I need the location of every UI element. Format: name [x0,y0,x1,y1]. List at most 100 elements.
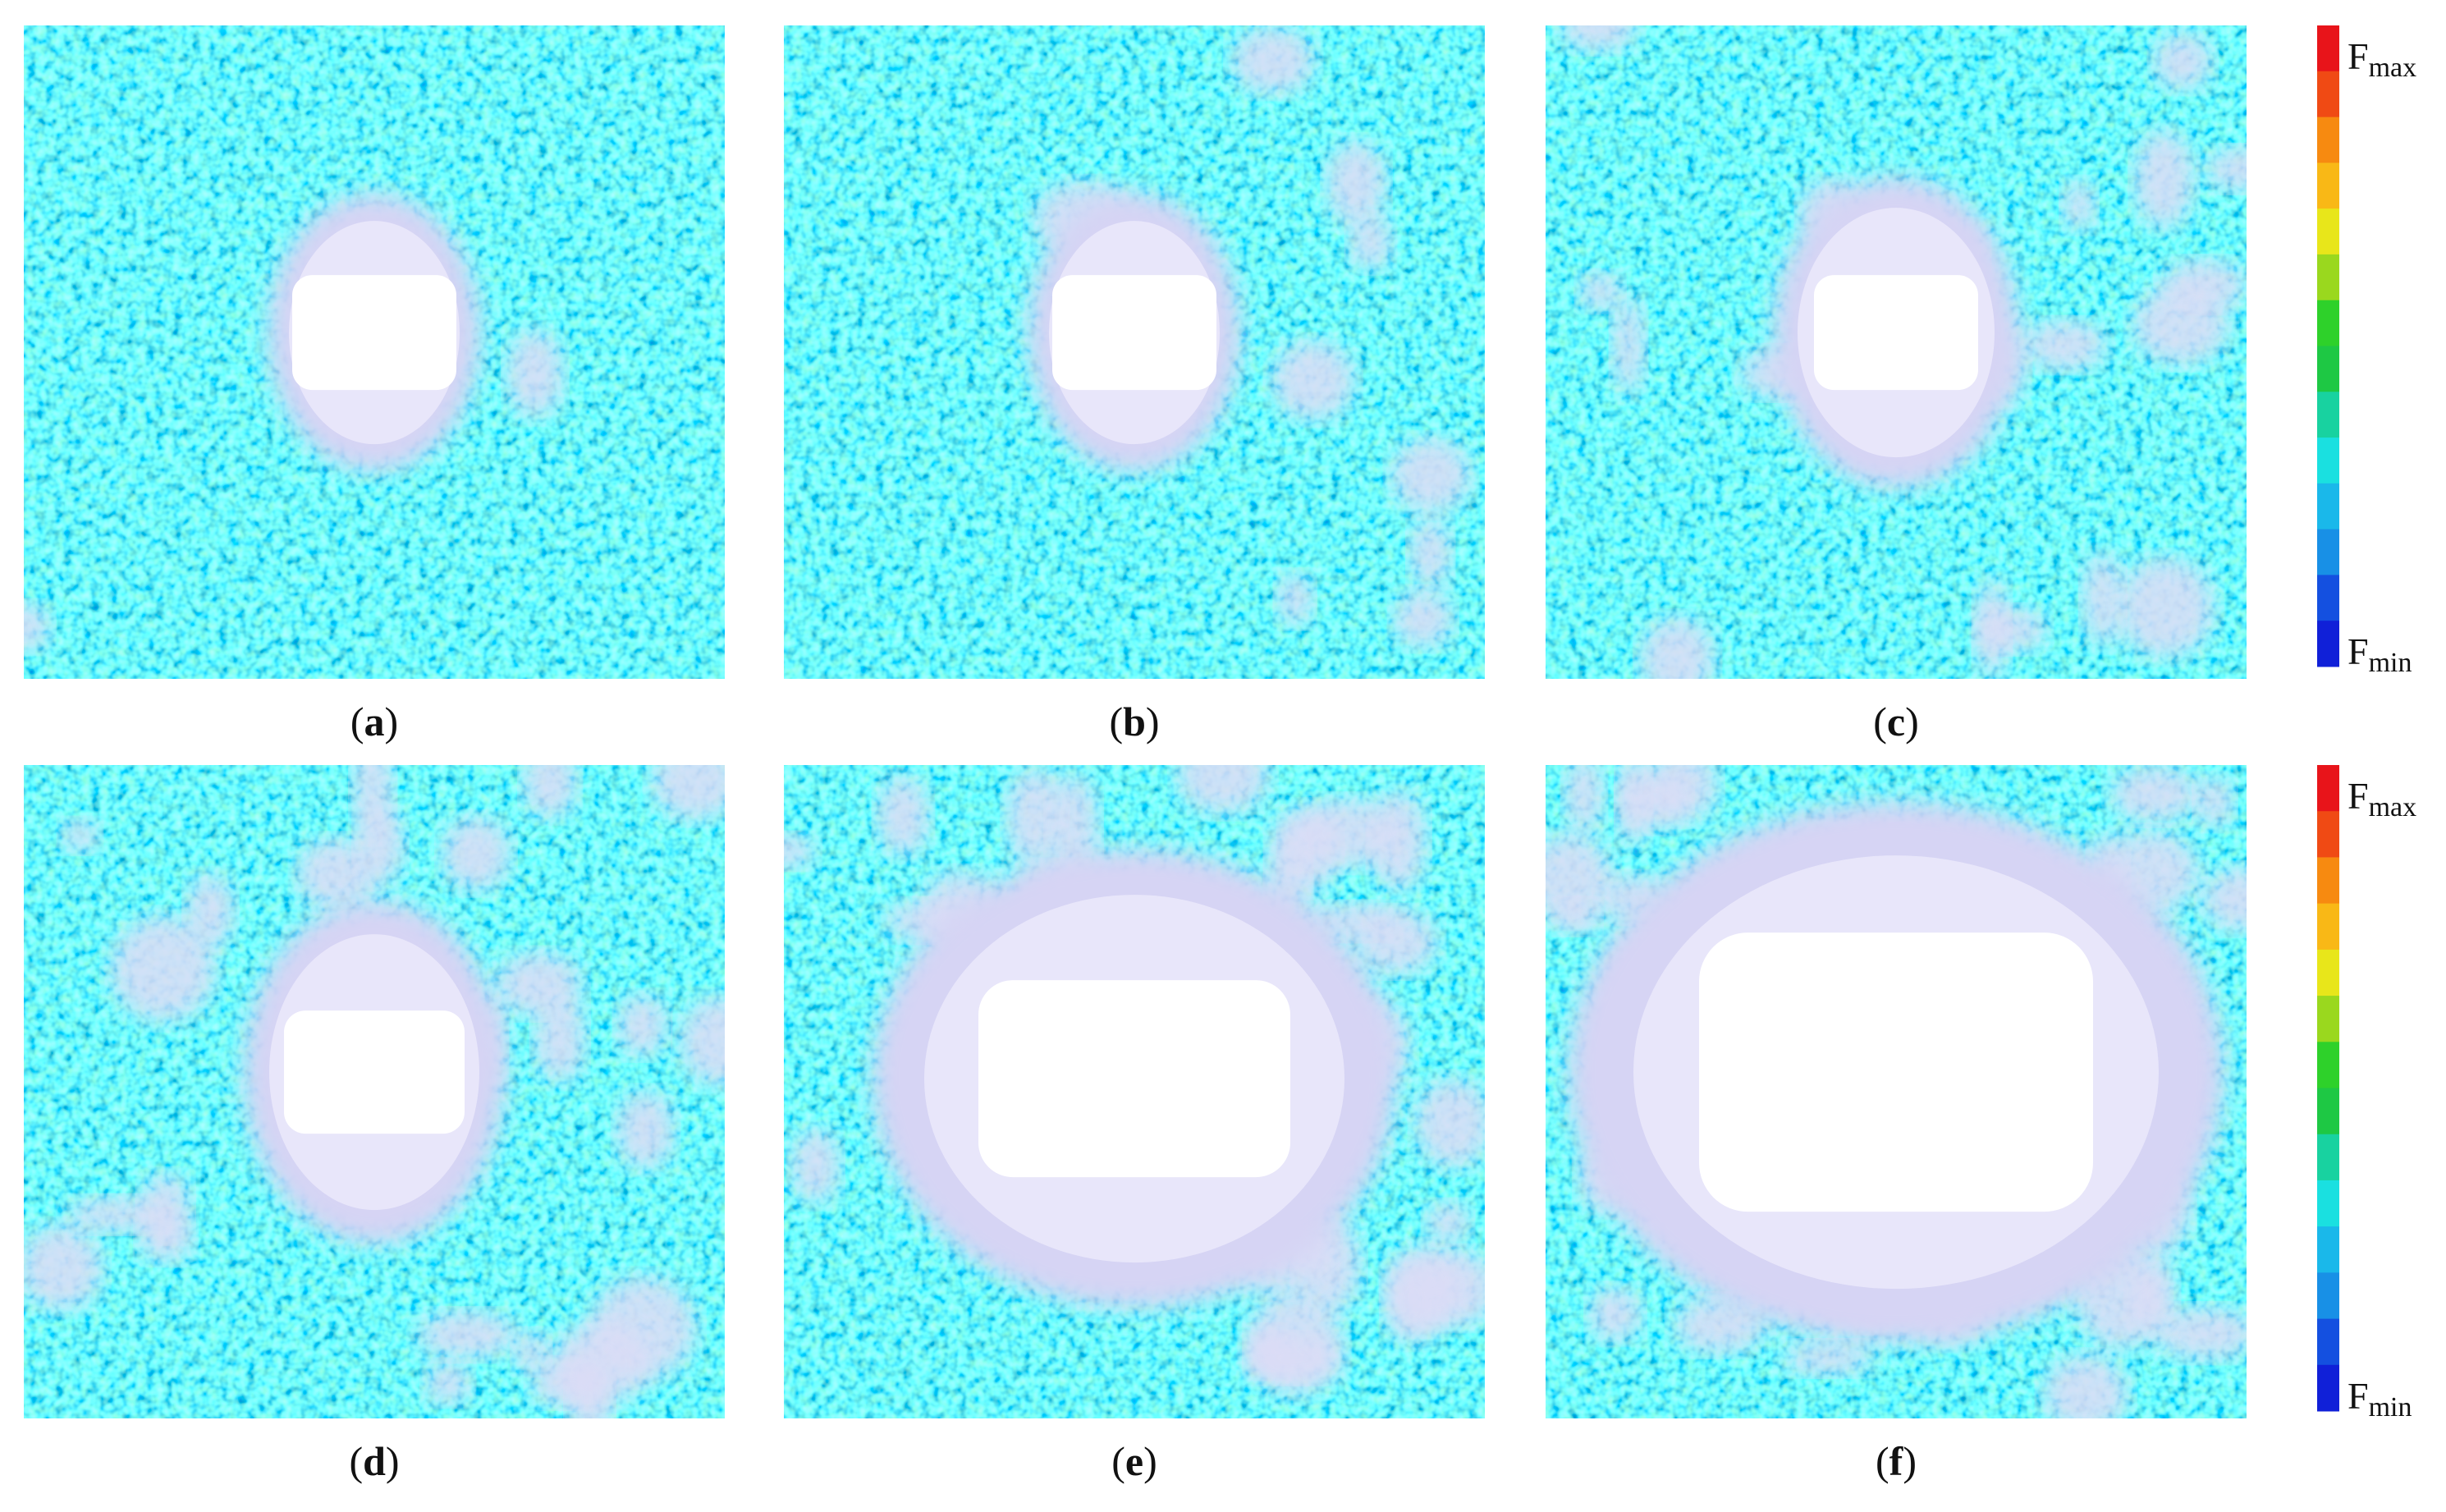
weak-patch [1619,769,1688,831]
weak-patch [790,1128,841,1204]
weak-patch [1409,517,1452,589]
weak-patch [1385,1260,1443,1345]
panel [24,25,725,679]
panel [24,765,725,1418]
weak-patch [784,833,816,868]
weak-patch [1245,1335,1342,1382]
colorbar-segment [2317,438,2339,484]
weak-patch [60,818,100,853]
weak-patch [1425,1201,1471,1244]
weak-patch [495,951,583,1016]
weak-patch [2082,552,2123,646]
label-part: c [1887,699,1905,745]
colorbar-segment [2317,254,2339,301]
colorbar-segment [2317,208,2339,255]
panel-image [784,765,1485,1418]
panel [1546,25,2247,679]
weak-patch [1564,765,1605,834]
weak-patch [1271,340,1355,420]
colorbar-segment [2317,483,2339,530]
weak-patch [1588,1286,1642,1342]
weak-patch [24,1225,103,1311]
weak-patch [1393,589,1454,648]
weak-patch [1640,616,1715,679]
weak-patch [1297,798,1399,868]
weak-patch [1231,26,1315,94]
weak-patch [2152,32,2213,91]
weak-patch [651,765,725,821]
weak-patch [513,1330,549,1374]
panel-image [784,25,1485,679]
weak-patch [1974,578,2009,678]
weak-patch [2195,776,2234,828]
colorbar-segment [2317,117,2339,163]
panel-image [24,765,725,1418]
colorbar-segment [2317,25,2339,72]
colorbar-segment [2317,575,2339,621]
weak-patch [1326,140,1387,227]
weak-patch [522,765,578,819]
subscript: min [2369,648,2412,678]
subscript: max [2369,792,2417,822]
label-part: ( [349,1438,363,1484]
label-part: b [1123,699,1146,745]
weak-patch [2153,1306,2247,1360]
colorbar-segment [2317,392,2339,438]
weak-patch [1578,272,1623,311]
label-part: ( [1111,1438,1125,1484]
weak-patch [416,1311,518,1359]
weak-patch [1390,438,1472,514]
weak-patch [2023,319,2107,371]
weak-patch [1611,295,1646,396]
weak-patch [616,1090,676,1170]
weak-patch [2201,867,2247,932]
panel-image [1546,25,2247,679]
label-part: d [363,1438,386,1484]
weak-patch [1176,765,1270,814]
colorbar-segment [2317,1226,2339,1273]
colorbar-segment [2317,903,2339,951]
label-part: ) [386,1438,400,1484]
weak-patch [1415,1078,1485,1169]
colorbar-label: Fmax [2348,35,2416,83]
weak-patch [1560,25,1638,52]
weak-patch [877,776,930,857]
panel-image [24,25,725,679]
symbol: F [2348,630,2369,672]
weak-patch [1546,833,1614,923]
label-part: ) [1903,1438,1917,1484]
colorbar-segment [2317,621,2339,667]
weak-patch [2109,766,2201,822]
cavity [284,1010,465,1134]
weak-patch [534,996,586,1083]
weak-patch [616,993,667,1057]
colorbar-label: Fmin [2348,630,2412,678]
panel-label: (f) [1876,1438,1917,1484]
weak-patch [355,806,405,884]
colorbar-segment [2317,996,2339,1042]
subscript: max [2369,53,2417,83]
colorbar-segment [2317,346,2339,392]
colorbar-segment [2317,765,2339,812]
panel-label: (e) [1111,1438,1157,1484]
label-part: ) [1905,699,1919,745]
symbol: F [2348,35,2369,77]
colorbar-segment [2317,1364,2339,1412]
weak-patch [1781,1341,1874,1376]
weak-patch [2204,147,2247,191]
colorbar-segment [2317,1180,2339,1227]
label-part: ( [1876,1438,1889,1484]
label-part: e [1125,1438,1143,1484]
colorbar-segment [2317,1088,2339,1135]
cavity [292,275,456,391]
label-part: ) [385,699,399,745]
panel-label: (c) [1873,699,1919,745]
colorbar-segment [2317,811,2339,858]
weak-patch [1349,215,1393,270]
colorbar-segment [2317,163,2339,209]
cavity [1699,932,2093,1212]
cavity [1814,275,1978,391]
panel-label: (d) [349,1438,399,1484]
colorbar-segment [2317,1272,2339,1320]
